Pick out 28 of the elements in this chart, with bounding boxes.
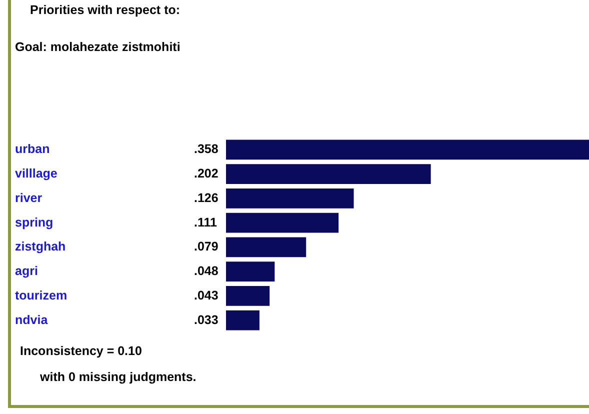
data-label: .043	[194, 288, 218, 302]
y-tick-label: villlage	[15, 166, 58, 181]
y-tick-label: agri	[15, 264, 38, 278]
y-tick-label: zistghah	[15, 240, 66, 254]
bar	[226, 310, 260, 330]
data-label: .048	[194, 264, 218, 278]
text: Goal: molahezate zistmohiti	[15, 40, 180, 54]
data-label: .033	[194, 312, 218, 327]
data-label: .126	[194, 190, 218, 205]
data-label: .202	[194, 166, 218, 181]
bar	[226, 286, 270, 306]
bar	[226, 237, 306, 258]
bar	[226, 262, 275, 282]
bar	[226, 188, 354, 208]
data-label: .358	[194, 142, 218, 156]
text: Priorities with respect to:	[30, 3, 180, 17]
bar	[226, 140, 589, 160]
bar	[226, 212, 339, 233]
data-label: .079	[194, 240, 218, 254]
bar	[226, 164, 431, 184]
y-tick-label: urban	[15, 142, 50, 156]
text: with 0 missing judgments.	[40, 370, 196, 384]
y-tick-label: ndvia	[15, 312, 49, 327]
y-tick-label: tourizem	[15, 288, 68, 302]
y-tick-label: spring	[15, 215, 54, 230]
y-tick-label: river	[15, 190, 42, 205]
data-label: .111	[194, 215, 217, 230]
text: Inconsistency = 0.10	[20, 344, 142, 358]
